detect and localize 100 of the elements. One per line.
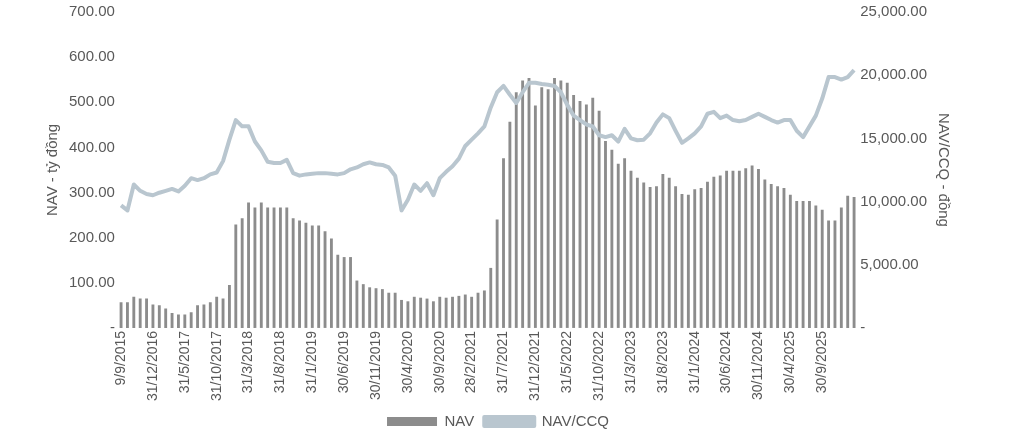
bar: [457, 295, 461, 328]
bar: [508, 121, 512, 328]
bar: [177, 314, 180, 328]
bar: [839, 207, 843, 328]
y-tick-label: 400.00: [68, 137, 115, 155]
bar: [361, 284, 365, 328]
bar: [234, 224, 238, 328]
bar: [412, 296, 416, 328]
bar: [355, 280, 359, 328]
bar: [616, 163, 620, 328]
bar: [126, 302, 129, 328]
bar: [572, 95, 576, 328]
bar: [514, 92, 518, 328]
bar: [291, 218, 295, 328]
x-tick-label: 31/10/2022: [589, 330, 606, 402]
x-tick-label: 31/7/2021: [494, 330, 511, 394]
x-tick-label: 30/9/2025: [813, 330, 830, 394]
y-axis-title: NAV - tỷ đồng: [43, 123, 61, 217]
y-tick-label: 100.00: [68, 272, 115, 290]
bar: [820, 209, 824, 328]
bar: [310, 225, 314, 328]
bar: [202, 304, 206, 328]
bar: [604, 141, 607, 328]
x-tick-label: 31/5/2022: [558, 330, 575, 394]
y2-tick-label: 15,000.00: [860, 128, 927, 146]
bar: [521, 80, 525, 328]
y2-tick-label: 10,000.00: [860, 191, 927, 209]
bar: [769, 183, 773, 328]
y-tick-label: 700.00: [68, 2, 115, 20]
bar: [482, 290, 486, 328]
bar: [674, 186, 678, 328]
bar: [138, 298, 142, 328]
x-tick-label: 31/1/2024: [685, 330, 702, 394]
bar: [706, 181, 709, 328]
legend-label: NAV/CCQ: [541, 411, 609, 429]
bar: [597, 110, 601, 328]
bar: [227, 285, 231, 328]
bar: [737, 170, 741, 328]
y-tick-label: 200.00: [68, 227, 115, 245]
bar: [349, 257, 352, 328]
bar: [553, 77, 556, 328]
bar: [145, 298, 148, 328]
bar: [208, 302, 212, 328]
bar: [623, 158, 627, 328]
bar: [565, 82, 569, 328]
y2-tick-label: 25,000.00: [860, 2, 927, 20]
bar: [712, 176, 716, 328]
bar: [635, 177, 639, 328]
bar: [655, 186, 658, 328]
bar: [495, 219, 499, 328]
x-tick-label: 31/5/2017: [175, 330, 192, 394]
bar: [686, 194, 690, 328]
bar: [648, 187, 652, 328]
bar: [559, 80, 563, 328]
bar: [661, 174, 665, 328]
x-tick-label: 31/12/2021: [526, 330, 543, 402]
bar: [584, 104, 588, 328]
bar: [763, 179, 767, 328]
bar: [336, 254, 340, 328]
bar: [610, 149, 614, 328]
x-tick-label: 31/10/2017: [207, 330, 224, 402]
bar: [419, 297, 423, 328]
bar: [329, 238, 333, 328]
bar: [750, 165, 754, 328]
x-tick-label: 31/3/2023: [621, 330, 638, 394]
x-tick-label: 30/4/2020: [398, 330, 415, 394]
bar: [546, 89, 550, 328]
bar: [157, 305, 161, 328]
bar: [266, 207, 270, 328]
bar: [380, 289, 384, 328]
x-tick-label: 31/12/2016: [143, 330, 160, 402]
bar: [744, 168, 748, 328]
bar: [642, 182, 646, 328]
bar: [808, 201, 811, 328]
y-tick-label: 500.00: [68, 92, 115, 110]
bar: [278, 207, 282, 328]
bar: [298, 220, 301, 328]
bar: [247, 202, 250, 328]
bar: [285, 207, 289, 328]
bar: [693, 189, 697, 328]
x-tick-label: 31/8/2018: [271, 330, 288, 394]
bar: [400, 299, 403, 328]
y-tick-label: 300.00: [68, 182, 115, 200]
y2-tick-label: -: [860, 318, 866, 336]
y2-tick-label: 20,000.00: [860, 65, 927, 83]
bar: [533, 105, 537, 328]
bar: [776, 186, 780, 328]
bar: [699, 188, 703, 328]
x-tick-label: 30/4/2025: [781, 330, 798, 394]
bar: [253, 207, 257, 328]
bar: [438, 296, 442, 328]
x-tick-label: 31/3/2018: [239, 330, 256, 394]
bar: [304, 222, 308, 328]
y2-tick-label: 5,000.00: [860, 254, 919, 272]
bar: [368, 287, 372, 328]
y2-axis-title: NAV/CCQ - đồng: [935, 113, 953, 227]
bar: [196, 305, 199, 328]
y-tick-label: 600.00: [68, 47, 115, 65]
legend-label: NAV: [444, 411, 475, 429]
bar: [489, 267, 493, 328]
